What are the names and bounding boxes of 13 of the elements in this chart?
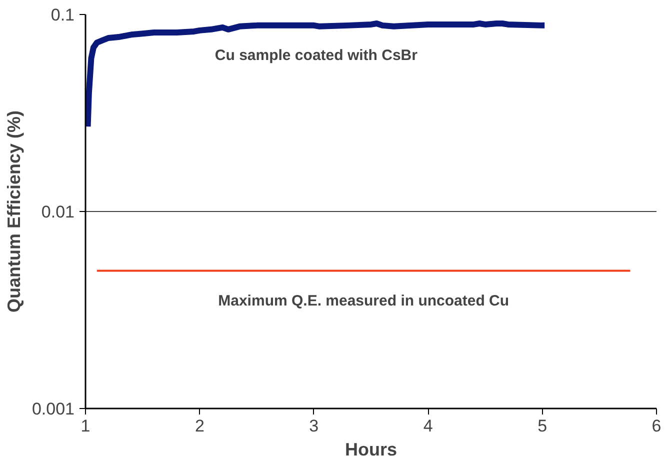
x-tick-label: 1 [80,416,90,436]
x-tick-label: 5 [538,416,548,436]
y-tick-label: 0.001 [32,400,75,418]
x-tick-label: 2 [194,416,204,436]
y-tick-label: 0.01 [41,202,75,222]
y-tick-label: 0.1 [50,6,75,24]
x-tick-label: 6 [652,416,662,436]
x-tick-label: 4 [423,416,433,436]
x-tick-label: 3 [309,416,319,436]
x-axis-title: Hours [345,440,398,460]
series-label: Maximum Q.E. measured in uncoated Cu [218,292,510,310]
series-label: Cu sample coated with CsBr [214,46,418,64]
y-axis-title: Quantum Efficiency (%) [4,110,24,313]
